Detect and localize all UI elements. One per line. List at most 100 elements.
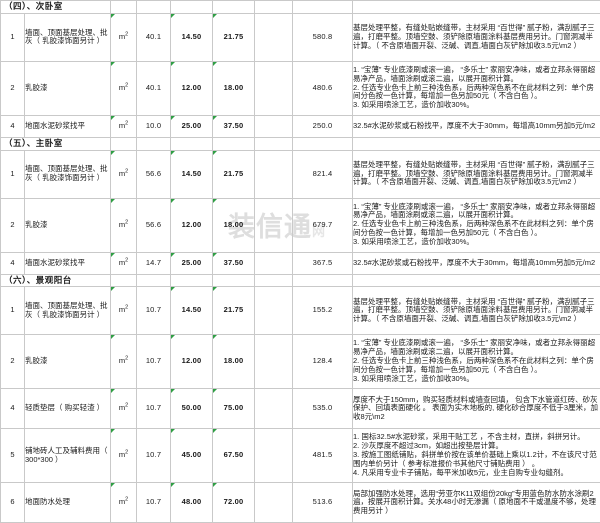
cell-description[interactable]: 32.5#水泥砂浆或石粉找平，厚度不大于30mm，每增高10mm另加5元/m2 bbox=[353, 115, 600, 137]
cell-description[interactable]: 1. 国标32.5#水泥砂浆，采用干贴工艺 ，不含主材，直拼，斜拼另计。2. 沙… bbox=[353, 429, 600, 483]
cell-spare[interactable] bbox=[255, 335, 293, 389]
cell-unit-price[interactable]: 25.00 bbox=[171, 252, 213, 274]
cell-unit-price[interactable]: 12.00 bbox=[171, 61, 213, 115]
cell-row-number[interactable]: 2 bbox=[1, 335, 25, 389]
cell-total-price[interactable]: 67.50 bbox=[213, 429, 255, 483]
cell-total-price[interactable]: 21.75 bbox=[213, 287, 255, 335]
cell-spare[interactable] bbox=[255, 429, 293, 483]
cell-unit[interactable]: m2 bbox=[111, 198, 137, 252]
cell-amount[interactable]: 535.0 bbox=[293, 389, 353, 429]
cell-total-price[interactable]: 21.75 bbox=[213, 13, 255, 61]
cell-unit-price[interactable]: 14.50 bbox=[171, 287, 213, 335]
cell-quantity[interactable]: 10.7 bbox=[137, 483, 171, 523]
cell-quantity[interactable]: 40.1 bbox=[137, 13, 171, 61]
cell-amount[interactable]: 250.0 bbox=[293, 115, 353, 137]
cell-amount[interactable]: 367.5 bbox=[293, 252, 353, 274]
cell-row-number[interactable]: 2 bbox=[1, 61, 25, 115]
cell-unit-price[interactable]: 25.00 bbox=[171, 115, 213, 137]
cell-amount[interactable]: 580.8 bbox=[293, 13, 353, 61]
cell-item-name[interactable]: 地面防水处理 bbox=[25, 483, 111, 523]
cell-total-price[interactable]: 37.50 bbox=[213, 115, 255, 137]
cell-amount[interactable]: 513.6 bbox=[293, 483, 353, 523]
cell-quantity[interactable]: 10.7 bbox=[137, 389, 171, 429]
cell-total-price[interactable]: 18.00 bbox=[213, 335, 255, 389]
cell-row-number[interactable]: 4 bbox=[1, 115, 25, 137]
cell-amount[interactable]: 155.2 bbox=[293, 287, 353, 335]
cell-unit[interactable]: m2 bbox=[111, 150, 137, 198]
cell-description[interactable]: 基层处理平整，有缝处贴嵌缝带，主材采用 “百世得” 腻子粉，满刮腻子三遍，打磨平… bbox=[353, 287, 600, 335]
cell-spare[interactable] bbox=[255, 483, 293, 523]
cell-amount[interactable]: 679.7 bbox=[293, 198, 353, 252]
cell-quantity[interactable]: 10.7 bbox=[137, 287, 171, 335]
cell-unit-price[interactable]: 45.00 bbox=[171, 429, 213, 483]
cell-quantity[interactable]: 56.6 bbox=[137, 198, 171, 252]
cell-unit[interactable]: m2 bbox=[111, 429, 137, 483]
cell-item-name[interactable]: 墙面、顶面基层处理、批灰（ 乳胶漆饰面另计 ） bbox=[25, 287, 111, 335]
cell-unit-price[interactable]: 14.50 bbox=[171, 150, 213, 198]
cell-total-price[interactable]: 72.00 bbox=[213, 483, 255, 523]
cell-spare[interactable] bbox=[255, 198, 293, 252]
cell-total-price[interactable]: 21.75 bbox=[213, 150, 255, 198]
cell-item-name[interactable]: 铺地砖人工及辅料费用（ 300*300 ） bbox=[25, 429, 111, 483]
cell-spare[interactable] bbox=[255, 13, 293, 61]
cell-description[interactable]: 局部加强防水处理，选用“劳亚尔K11双组份20kg”专用蓝色防水防水涂刷2遍，按… bbox=[353, 483, 600, 523]
cell-row-number[interactable]: 5 bbox=[1, 429, 25, 483]
cell-total-price[interactable]: 37.50 bbox=[213, 252, 255, 274]
cell-item-name[interactable]: 乳胶漆 bbox=[25, 198, 111, 252]
cell-unit-price[interactable]: 12.00 bbox=[171, 335, 213, 389]
cell-spare[interactable] bbox=[255, 150, 293, 198]
cell-item-name[interactable]: 墙面水泥砂浆找平 bbox=[25, 252, 111, 274]
cell-amount[interactable]: 480.6 bbox=[293, 61, 353, 115]
cell-row-number[interactable]: 1 bbox=[1, 150, 25, 198]
cell-unit[interactable]: m2 bbox=[111, 115, 137, 137]
cell-row-number[interactable]: 1 bbox=[1, 287, 25, 335]
cell-quantity[interactable]: 40.1 bbox=[137, 61, 171, 115]
cell-spare[interactable] bbox=[255, 287, 293, 335]
cell-item-name[interactable]: 乳胶漆 bbox=[25, 335, 111, 389]
cell-unit-price[interactable]: 48.00 bbox=[171, 483, 213, 523]
cell-description[interactable]: 基层处理平整，有缝处贴嵌缝带，主材采用 “百世得” 腻子粉，满刮腻子三遍，打磨平… bbox=[353, 150, 600, 198]
cell-unit-price[interactable]: 12.00 bbox=[171, 198, 213, 252]
cell-row-number[interactable]: 1 bbox=[1, 13, 25, 61]
cell-total-price[interactable]: 75.00 bbox=[213, 389, 255, 429]
cell-item-name[interactable]: 地面水泥砂浆找平 bbox=[25, 115, 111, 137]
cell-unit-price[interactable]: 14.50 bbox=[171, 13, 213, 61]
cell-unit[interactable]: m2 bbox=[111, 483, 137, 523]
cell-description[interactable]: 1. “宝薄” 专业底漆刷或滚一遍， “多乐士” 家丽安净味，或者立邦永得丽超易… bbox=[353, 198, 600, 252]
cell-quantity[interactable]: 10.7 bbox=[137, 429, 171, 483]
cell-spare[interactable] bbox=[255, 115, 293, 137]
cell-unit[interactable]: m2 bbox=[111, 389, 137, 429]
cell-item-name[interactable]: 墙面、顶面基层处理、批灰（ 乳胶漆饰面另计 ） bbox=[25, 150, 111, 198]
cell-description[interactable]: 1. “宝薄” 专业底漆刷或滚一遍， “多乐士” 家丽安净味，或者立邦永得丽超易… bbox=[353, 61, 600, 115]
cell-row-number[interactable]: 6 bbox=[1, 483, 25, 523]
cell-unit[interactable]: m2 bbox=[111, 13, 137, 61]
cell-description[interactable]: 厚度不大于150mm，购买轻质材料或墙查回填， 包含下水管道红砖、砂灰保护、回填… bbox=[353, 389, 600, 429]
cell-row-number[interactable]: 4 bbox=[1, 389, 25, 429]
cell-quantity[interactable]: 56.6 bbox=[137, 150, 171, 198]
cell-unit-price[interactable]: 50.00 bbox=[171, 389, 213, 429]
cell-quantity[interactable]: 14.7 bbox=[137, 252, 171, 274]
cell-row-number[interactable]: 2 bbox=[1, 198, 25, 252]
cell-description[interactable]: 32.5#水泥砂浆或石粉找平，厚度不大于30mm，每增高10mm另加5元/m2 bbox=[353, 252, 600, 274]
cell-amount[interactable]: 481.5 bbox=[293, 429, 353, 483]
cell-quantity[interactable]: 10.7 bbox=[137, 335, 171, 389]
cell-item-name[interactable]: 墙面、顶面基层处理、批灰（ 乳胶漆饰面另计 ） bbox=[25, 13, 111, 61]
cell-total-price[interactable]: 18.00 bbox=[213, 198, 255, 252]
cell-total-price[interactable]: 18.00 bbox=[213, 61, 255, 115]
cell-unit[interactable]: m2 bbox=[111, 252, 137, 274]
cell-row-number[interactable]: 4 bbox=[1, 252, 25, 274]
cell-spare[interactable] bbox=[255, 252, 293, 274]
cell-spare[interactable] bbox=[255, 389, 293, 429]
cell-spare[interactable] bbox=[255, 61, 293, 115]
cell-quantity[interactable]: 10.0 bbox=[137, 115, 171, 137]
